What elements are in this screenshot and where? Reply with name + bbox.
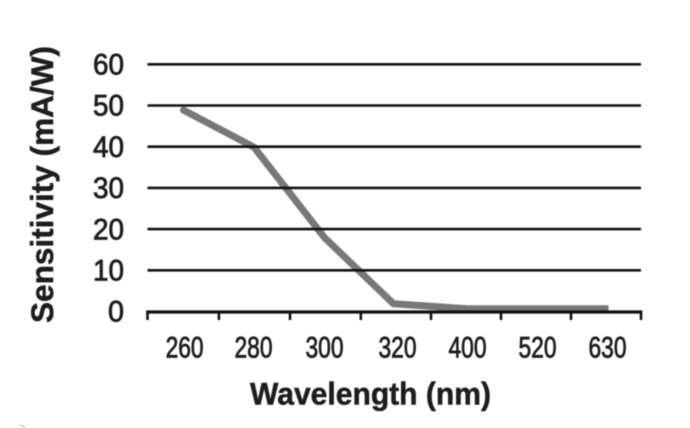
svg-text:280: 280: [235, 332, 273, 365]
svg-text:30: 30: [93, 172, 124, 205]
svg-text:Sensitivity (mA/W): Sensitivity (mA/W): [24, 46, 60, 323]
svg-text:260: 260: [166, 332, 204, 365]
svg-text:50: 50: [93, 90, 124, 123]
svg-text:Wavelength (nm): Wavelength (nm): [250, 376, 491, 412]
svg-text:520: 520: [519, 332, 557, 365]
svg-text:320: 320: [379, 332, 417, 365]
svg-text:630: 630: [589, 332, 627, 365]
svg-text:400: 400: [449, 332, 487, 365]
svg-text:20: 20: [93, 213, 124, 246]
svg-text:300: 300: [306, 332, 344, 365]
svg-text:60: 60: [93, 49, 124, 82]
svg-text:0: 0: [108, 296, 124, 329]
svg-text:40: 40: [93, 131, 124, 164]
svg-text:10: 10: [93, 255, 124, 288]
